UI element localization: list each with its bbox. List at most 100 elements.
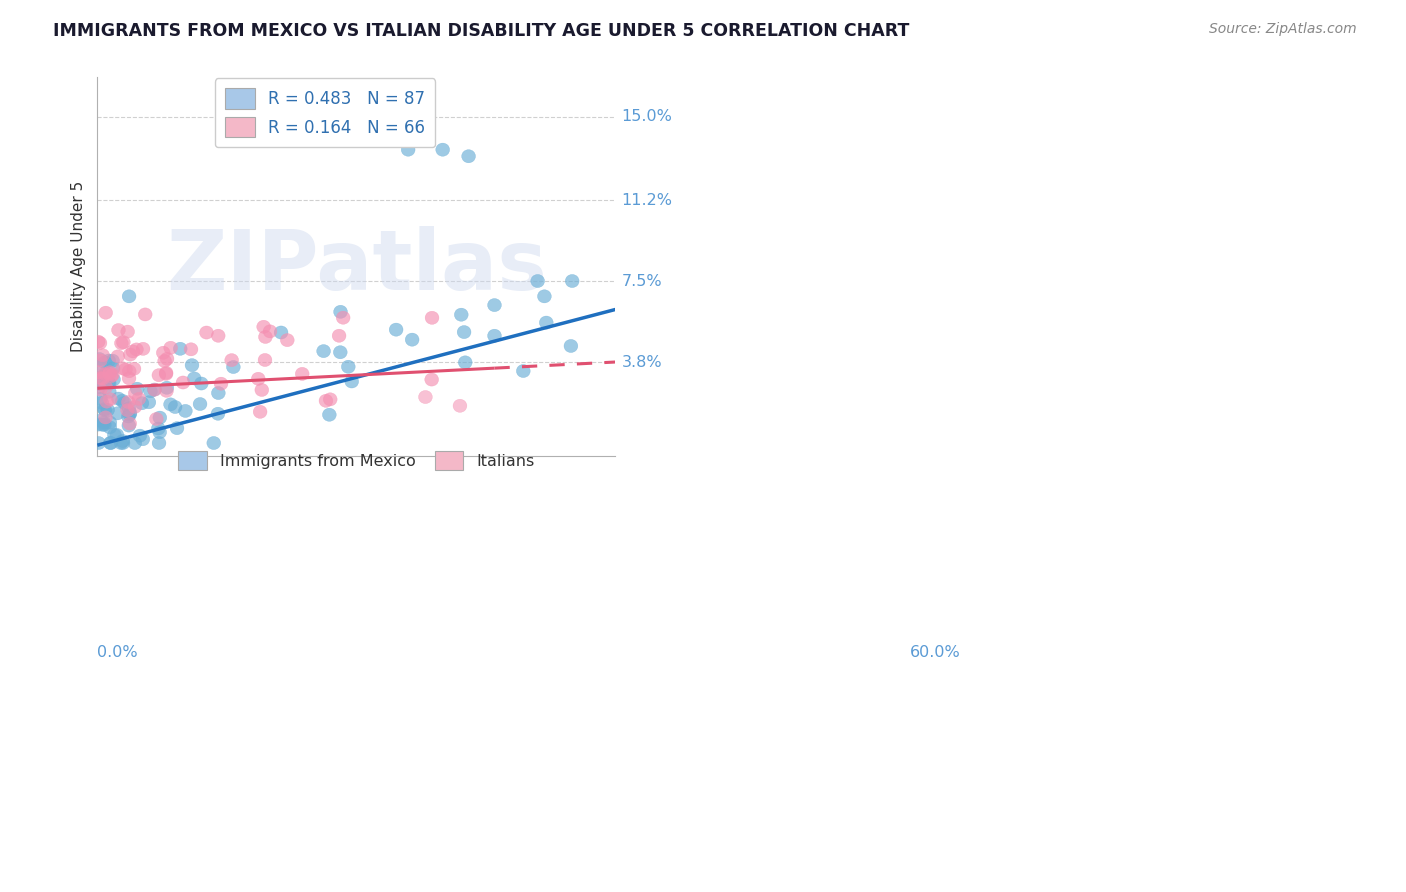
Ellipse shape <box>169 401 181 414</box>
Ellipse shape <box>176 376 190 389</box>
Ellipse shape <box>93 354 107 367</box>
Ellipse shape <box>97 418 111 431</box>
Ellipse shape <box>226 360 240 374</box>
Ellipse shape <box>156 346 170 359</box>
Ellipse shape <box>211 329 225 343</box>
Ellipse shape <box>461 150 475 163</box>
Ellipse shape <box>148 384 162 396</box>
Ellipse shape <box>127 345 139 358</box>
Ellipse shape <box>253 405 267 418</box>
Ellipse shape <box>115 394 129 408</box>
Ellipse shape <box>94 392 107 405</box>
Ellipse shape <box>333 305 347 318</box>
Ellipse shape <box>160 384 173 398</box>
Ellipse shape <box>91 436 105 450</box>
Ellipse shape <box>425 373 439 386</box>
Ellipse shape <box>97 416 111 429</box>
Ellipse shape <box>333 346 347 359</box>
Ellipse shape <box>163 398 177 411</box>
Ellipse shape <box>425 311 439 325</box>
Ellipse shape <box>153 411 167 425</box>
Ellipse shape <box>132 392 146 406</box>
Ellipse shape <box>453 400 467 412</box>
Ellipse shape <box>138 308 152 321</box>
Y-axis label: Disability Age Under 5: Disability Age Under 5 <box>72 181 86 352</box>
Ellipse shape <box>121 410 135 423</box>
Ellipse shape <box>111 407 124 420</box>
Ellipse shape <box>104 392 117 406</box>
Ellipse shape <box>143 384 157 398</box>
Ellipse shape <box>537 290 551 303</box>
Ellipse shape <box>124 406 136 419</box>
Ellipse shape <box>114 336 128 350</box>
Ellipse shape <box>107 362 120 375</box>
Ellipse shape <box>259 353 271 367</box>
Ellipse shape <box>96 418 110 432</box>
Ellipse shape <box>124 348 138 361</box>
Ellipse shape <box>565 275 579 287</box>
Ellipse shape <box>252 372 266 385</box>
Ellipse shape <box>98 367 112 380</box>
Ellipse shape <box>225 353 239 367</box>
Ellipse shape <box>96 370 110 383</box>
Ellipse shape <box>184 343 198 356</box>
Ellipse shape <box>263 325 277 338</box>
Ellipse shape <box>96 372 110 385</box>
Ellipse shape <box>94 372 107 384</box>
Text: 11.2%: 11.2% <box>621 193 672 208</box>
Text: Source: ZipAtlas.com: Source: ZipAtlas.com <box>1209 22 1357 37</box>
Text: 7.5%: 7.5% <box>621 274 662 288</box>
Text: 60.0%: 60.0% <box>910 646 960 660</box>
Ellipse shape <box>186 359 198 372</box>
Ellipse shape <box>91 377 105 391</box>
Ellipse shape <box>458 356 472 369</box>
Ellipse shape <box>152 422 165 435</box>
Ellipse shape <box>128 436 142 450</box>
Ellipse shape <box>128 401 142 413</box>
Ellipse shape <box>207 436 221 450</box>
Ellipse shape <box>118 363 132 376</box>
Ellipse shape <box>336 311 350 325</box>
Ellipse shape <box>121 325 135 338</box>
Ellipse shape <box>103 421 117 434</box>
Ellipse shape <box>114 436 128 450</box>
Ellipse shape <box>101 403 115 417</box>
Ellipse shape <box>488 299 502 311</box>
Ellipse shape <box>322 409 336 421</box>
Ellipse shape <box>128 386 142 400</box>
Ellipse shape <box>259 330 273 343</box>
Ellipse shape <box>200 326 214 339</box>
Legend: Immigrants from Mexico, Italians: Immigrants from Mexico, Italians <box>172 444 541 476</box>
Ellipse shape <box>316 344 330 358</box>
Ellipse shape <box>98 403 112 417</box>
Ellipse shape <box>91 335 105 348</box>
Ellipse shape <box>389 323 404 336</box>
Ellipse shape <box>564 339 578 352</box>
Ellipse shape <box>93 336 107 350</box>
Ellipse shape <box>436 143 450 156</box>
Ellipse shape <box>179 404 193 417</box>
Ellipse shape <box>111 392 125 405</box>
Ellipse shape <box>100 395 114 409</box>
Ellipse shape <box>105 368 120 382</box>
Ellipse shape <box>103 416 117 429</box>
Ellipse shape <box>103 368 117 381</box>
Ellipse shape <box>488 329 502 343</box>
Ellipse shape <box>135 397 149 409</box>
Ellipse shape <box>117 335 131 349</box>
Ellipse shape <box>159 367 173 379</box>
Ellipse shape <box>122 372 136 384</box>
Ellipse shape <box>121 395 135 409</box>
Ellipse shape <box>194 377 208 390</box>
Ellipse shape <box>111 324 125 336</box>
Ellipse shape <box>152 368 166 382</box>
Ellipse shape <box>332 329 346 343</box>
Ellipse shape <box>187 372 201 385</box>
Ellipse shape <box>118 396 132 409</box>
Ellipse shape <box>342 360 356 374</box>
Ellipse shape <box>122 419 136 432</box>
Ellipse shape <box>454 308 468 321</box>
Ellipse shape <box>405 333 419 346</box>
Ellipse shape <box>170 422 184 434</box>
Ellipse shape <box>160 381 174 394</box>
